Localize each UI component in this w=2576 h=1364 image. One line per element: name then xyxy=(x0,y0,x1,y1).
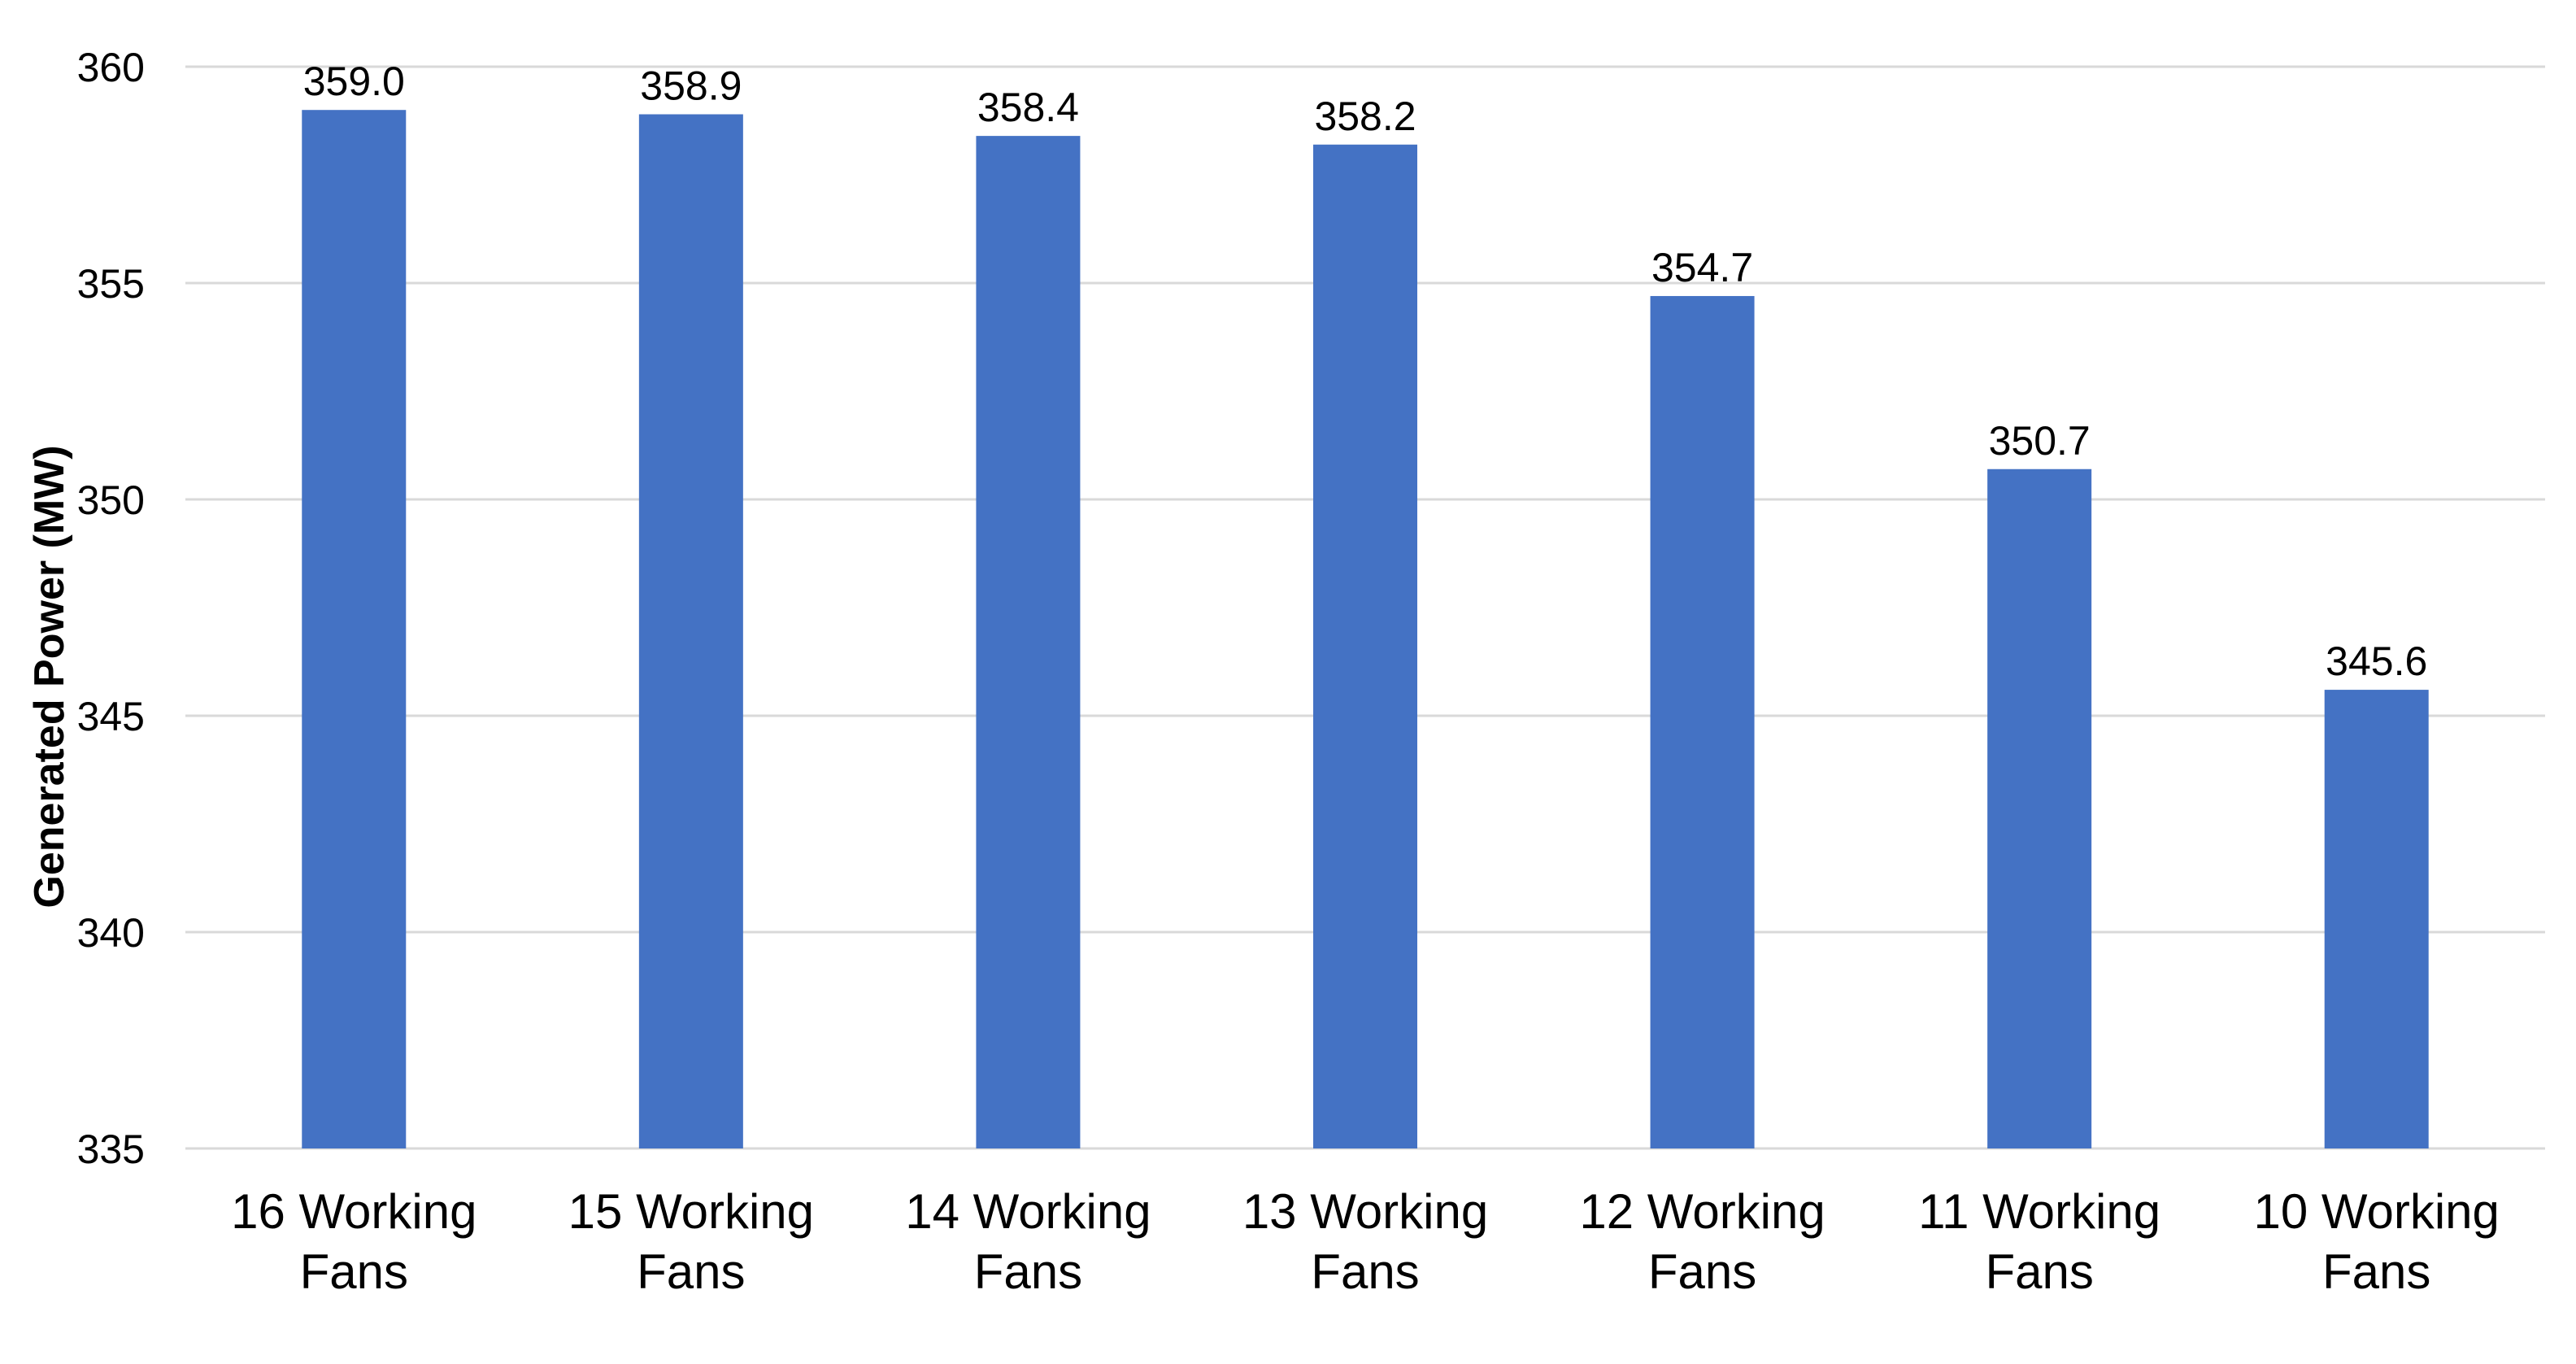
bar-value-label: 350.7 xyxy=(1989,418,2091,464)
y-axis-ticks: 335 340 345 350 355 360 xyxy=(77,45,145,1172)
x-tick-label: 10 Working xyxy=(2254,1184,2500,1239)
x-tick-label: 12 Working xyxy=(1579,1184,1825,1239)
x-tick-label: Fans xyxy=(1311,1244,1419,1299)
y-axis-label: Generated Power (MW) xyxy=(26,445,73,908)
bar xyxy=(1650,295,1755,1149)
y-tick-label: 345 xyxy=(77,694,145,739)
bar xyxy=(302,110,407,1149)
x-tick-label: Fans xyxy=(1648,1244,1756,1299)
y-tick-label: 335 xyxy=(77,1126,145,1172)
y-tick-label: 340 xyxy=(77,910,145,956)
y-tick-label: 355 xyxy=(77,261,145,307)
x-tick-label: Fans xyxy=(1985,1244,2093,1299)
y-tick-label: 360 xyxy=(77,45,145,90)
bar xyxy=(1987,468,2092,1148)
x-tick-label: 16 Working xyxy=(231,1184,476,1239)
y-tick-label: 350 xyxy=(77,477,145,523)
value-labels: 359.0 358.9 358.4 358.2 354.7 350.7 345.6 xyxy=(303,59,2428,684)
x-tick-label: 14 Working xyxy=(905,1184,1151,1239)
x-tick-label: 13 Working xyxy=(1242,1184,1488,1239)
bar xyxy=(976,136,1081,1148)
x-tick-label: Fans xyxy=(2322,1244,2430,1299)
x-tick-label: Fans xyxy=(637,1244,745,1299)
bar-value-label: 358.9 xyxy=(640,63,742,109)
x-tick-label: Fans xyxy=(974,1244,1082,1299)
x-tick-label: 15 Working xyxy=(568,1184,814,1239)
x-tick-label: Fans xyxy=(300,1244,408,1299)
bar-value-label: 358.4 xyxy=(977,85,1079,130)
bar-value-label: 354.7 xyxy=(1651,245,1753,290)
bars xyxy=(302,110,2429,1149)
bar-value-label: 345.6 xyxy=(2326,638,2427,684)
x-tick-label: 11 Working xyxy=(1918,1184,2160,1239)
bar xyxy=(1313,144,1417,1148)
bar-value-label: 359.0 xyxy=(303,59,405,104)
bar xyxy=(2324,690,2429,1148)
bar-value-label: 358.2 xyxy=(1314,94,1416,139)
bar xyxy=(638,114,743,1148)
